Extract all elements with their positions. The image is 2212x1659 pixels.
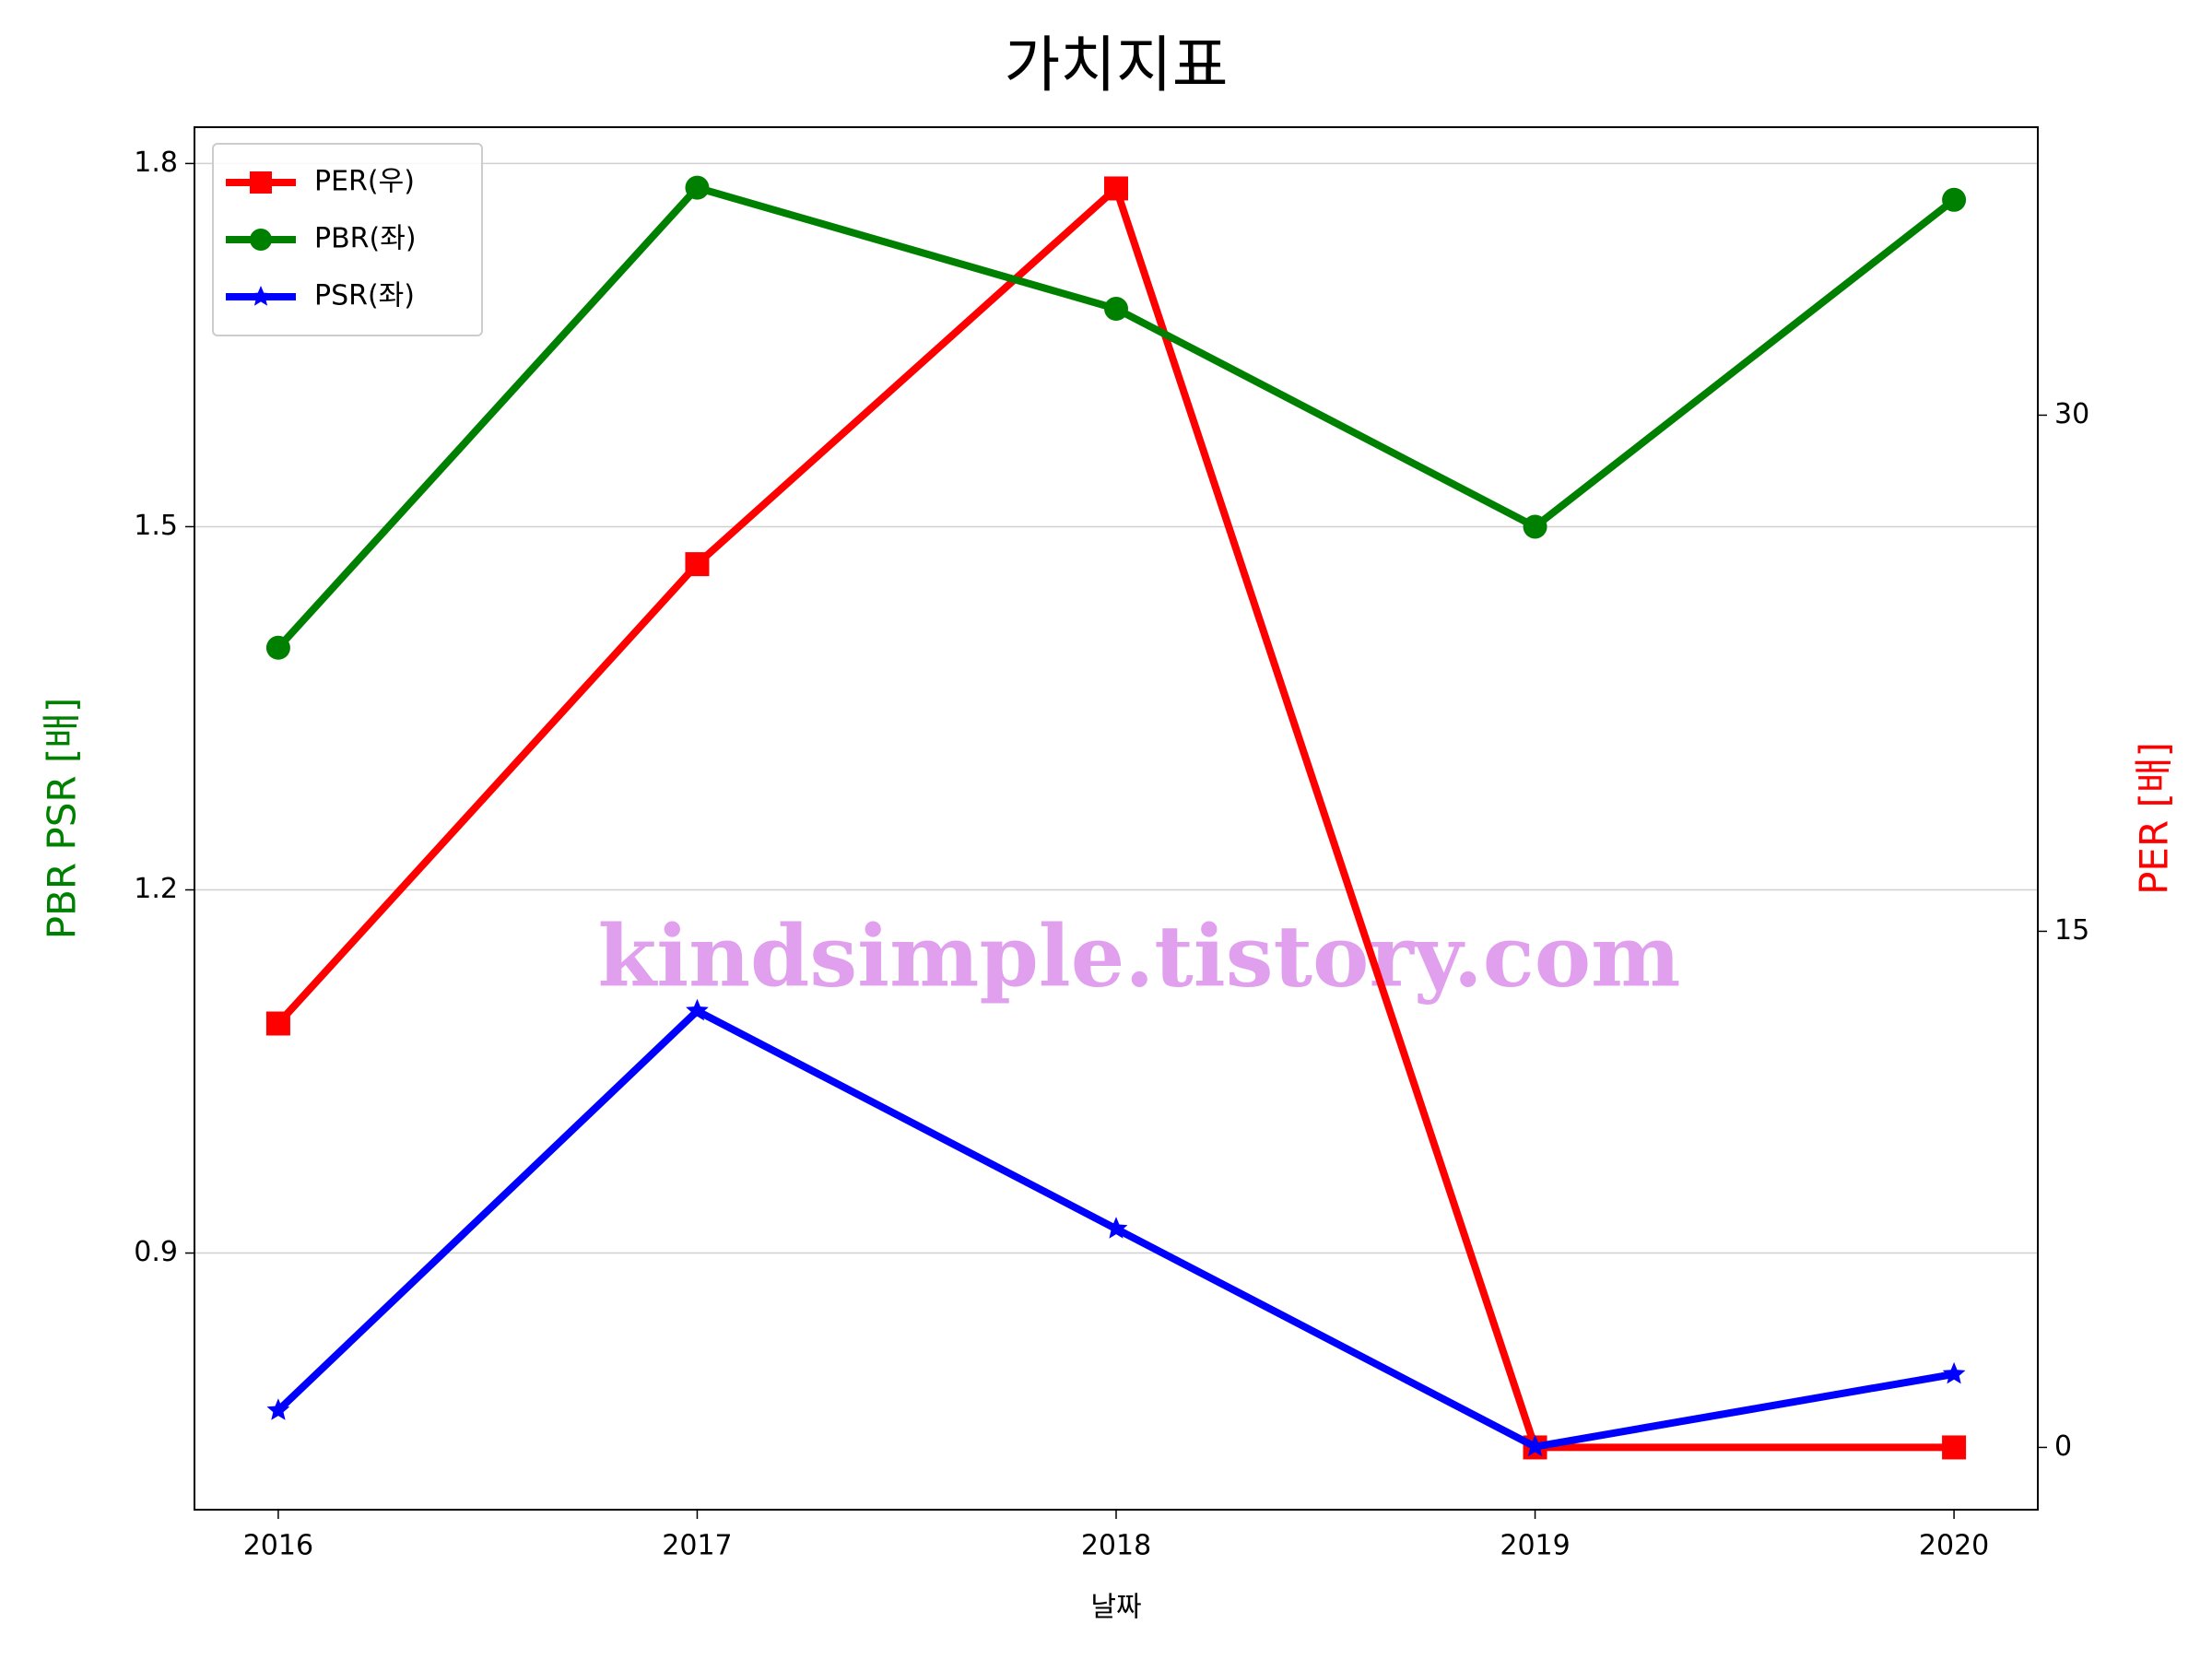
- chart-title: 가치지표: [1005, 29, 1229, 100]
- plot-frame: [194, 126, 2039, 1511]
- y2-axis-label: PER [배]: [2132, 742, 2177, 895]
- legend-marker: [250, 229, 272, 251]
- watermark: kindsimple.tistory.com: [597, 907, 1680, 1006]
- y-tick-label: 1.5: [134, 510, 178, 542]
- marker: [1104, 176, 1128, 201]
- x-tick-label: 2019: [1500, 1530, 1570, 1562]
- legend-marker: [250, 286, 272, 306]
- marker: [686, 998, 709, 1021]
- legend: PER(우) PBR(좌) PSR(좌): [212, 143, 483, 336]
- y2-tick-label: 15: [2054, 914, 2089, 947]
- legend-box: [212, 143, 483, 336]
- marker: [265, 1011, 290, 1036]
- y-tick-label: 1.2: [134, 873, 178, 905]
- y-tick-label: 0.9: [134, 1236, 178, 1268]
- y-axis-label: PBR PSR [배]: [40, 698, 85, 940]
- y-tick-label: 1.8: [134, 147, 178, 179]
- marker: [1104, 297, 1128, 322]
- marker: [1523, 514, 1547, 539]
- x-tick-label: 2017: [662, 1530, 732, 1562]
- x-axis-label: 날짜: [1090, 1592, 1141, 1624]
- y2-tick-label: 30: [2054, 398, 2089, 430]
- legend-marker: [250, 171, 272, 194]
- marker: [685, 552, 710, 577]
- marker: [1524, 1434, 1547, 1457]
- marker: [1942, 1361, 1966, 1384]
- marker: [1942, 187, 1967, 212]
- legend-label: PER(우): [314, 166, 415, 198]
- legend-label: PBR(좌): [314, 223, 417, 255]
- x-tick-label: 2020: [1919, 1530, 1989, 1562]
- legend-label: PSR(좌): [314, 280, 415, 312]
- x-tick-label: 2018: [1081, 1530, 1151, 1562]
- marker: [685, 175, 710, 200]
- marker: [266, 1398, 290, 1420]
- marker: [1942, 1435, 1967, 1460]
- marker: [1104, 1217, 1128, 1239]
- marker: [265, 635, 290, 660]
- x-tick-label: 2016: [243, 1530, 313, 1562]
- y2-tick-label: 0: [2054, 1430, 2072, 1463]
